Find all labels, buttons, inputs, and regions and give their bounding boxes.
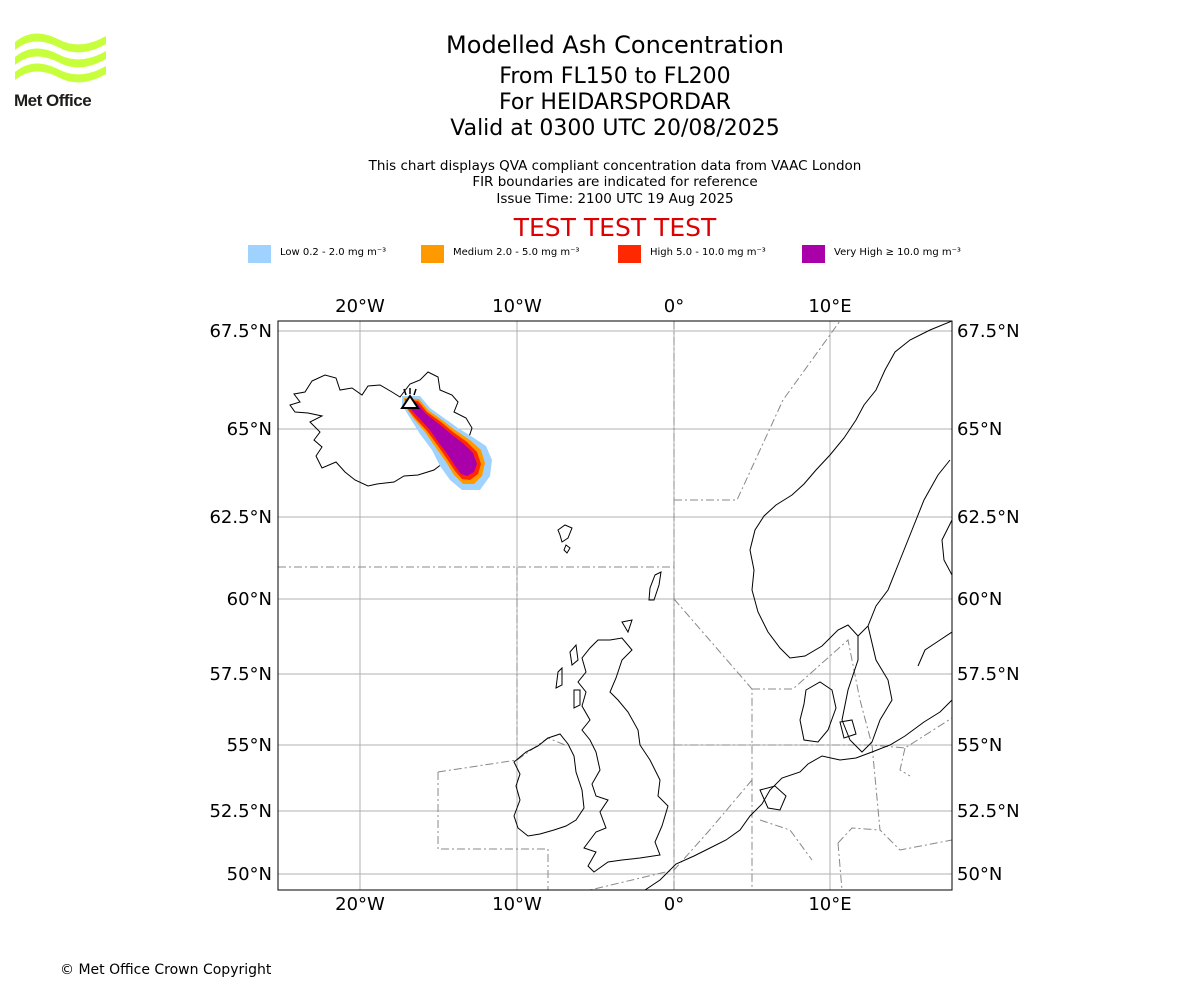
chart-description: This chart displays QVA compliant concen… xyxy=(368,158,862,174)
legend-label-medium: Medium 2.0 - 5.0 mg m⁻³ xyxy=(453,247,580,258)
legend-swatch-medium xyxy=(421,245,444,263)
volcano-icon xyxy=(400,388,420,409)
fir-boundaries xyxy=(278,321,952,890)
lat-tick-left: 65°N xyxy=(227,419,272,440)
great-britain-coastline xyxy=(577,637,669,873)
map-gridlines xyxy=(278,321,952,890)
lat-tick-left: 57.5°N xyxy=(209,664,272,685)
lat-tick-right: 60°N xyxy=(957,589,1002,610)
hebrides-islands xyxy=(555,619,633,709)
issue-time: Issue Time: 2100 UTC 19 Aug 2025 xyxy=(496,191,734,207)
legend-swatch-very-high xyxy=(802,245,825,263)
fir-note: FIR boundaries are indicated for referen… xyxy=(472,174,758,190)
lat-tick-right: 62.5°N xyxy=(957,507,1020,528)
lon-tick-bottom: 10°W xyxy=(492,894,542,915)
lon-tick-bottom: 0° xyxy=(664,894,684,915)
lon-tick-top: 0° xyxy=(664,296,684,317)
continent-coastline xyxy=(644,631,952,890)
lon-tick-top: 10°W xyxy=(492,296,542,317)
logo-text: Met Office xyxy=(14,91,92,110)
denmark-coastline xyxy=(799,681,857,743)
volcano-name-title: For HEIDARSPORDAR xyxy=(499,90,731,115)
shetland-islands xyxy=(648,571,662,601)
legend-label-high: High 5.0 - 10.0 mg m⁻³ xyxy=(650,247,766,258)
ash-plume-very-high xyxy=(407,400,477,476)
legend-swatch-high xyxy=(618,245,641,263)
lat-tick-right: 55°N xyxy=(957,735,1002,756)
legend-swatch-low xyxy=(248,245,271,263)
lat-tick-left: 50°N xyxy=(227,864,272,885)
ireland-coastline xyxy=(513,733,585,837)
lat-tick-right: 50°N xyxy=(957,864,1002,885)
faroe-islands xyxy=(557,524,573,554)
copyright-notice: © Met Office Crown Copyright xyxy=(60,962,272,978)
lat-tick-right: 52.5°N xyxy=(957,801,1020,822)
lon-tick-bottom: 10°E xyxy=(808,894,851,915)
met-office-logo-icon xyxy=(15,33,106,83)
map-frame xyxy=(277,320,953,891)
lat-tick-right: 65°N xyxy=(957,419,1002,440)
legend-label-very-high: Very High ≥ 10.0 mg m⁻³ xyxy=(834,247,961,258)
sweden-coastline xyxy=(841,625,893,753)
lat-tick-left: 52.5°N xyxy=(209,801,272,822)
lat-tick-left: 67.5°N xyxy=(209,321,272,342)
norway-coastline xyxy=(749,321,952,659)
lon-tick-bottom: 20°W xyxy=(335,894,385,915)
lat-tick-left: 62.5°N xyxy=(209,507,272,528)
lat-tick-left: 60°N xyxy=(227,589,272,610)
lon-tick-top: 10°E xyxy=(808,296,851,317)
legend-label-low: Low 0.2 - 2.0 mg m⁻³ xyxy=(280,247,387,258)
netherlands-islands xyxy=(759,785,787,811)
lon-tick-top: 20°W xyxy=(335,296,385,317)
ash-plume xyxy=(402,396,492,490)
lat-tick-left: 55°N xyxy=(227,735,272,756)
valid-time: Valid at 0300 UTC 20/08/2025 xyxy=(450,116,780,141)
lat-tick-right: 67.5°N xyxy=(957,321,1020,342)
test-banner: TEST TEST TEST xyxy=(513,213,717,242)
chart-title: Modelled Ash Concentration xyxy=(446,31,784,59)
flight-level-range: From FL150 to FL200 xyxy=(499,64,731,89)
norway-east-coast xyxy=(941,519,952,576)
lat-tick-right: 57.5°N xyxy=(957,664,1020,685)
